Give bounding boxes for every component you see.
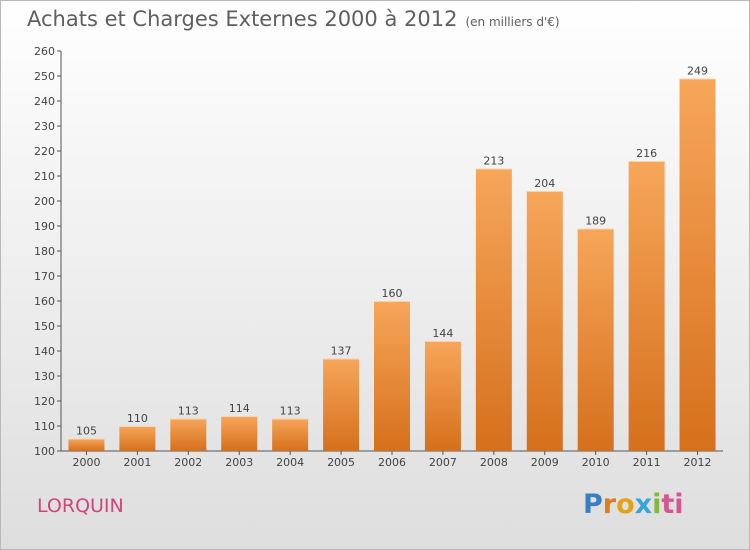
chart-subtitle: (en milliers d'€) [465, 15, 560, 29]
y-tick-label: 250 [34, 70, 55, 83]
logo-letter: r [602, 489, 617, 520]
bar [577, 228, 614, 451]
bar-value-label: 110 [127, 412, 148, 425]
y-tick-label: 190 [34, 220, 55, 233]
y-tick-label: 260 [34, 45, 55, 58]
x-tick-label: 2009 [531, 456, 559, 469]
y-tick-label: 110 [34, 420, 55, 433]
logo-letter: o [616, 489, 635, 520]
bar-value-label: 213 [483, 155, 504, 168]
chart-title-text: Achats et Charges Externes 2000 à 2012 [27, 7, 458, 31]
bar-value-label: 114 [229, 402, 250, 415]
x-tick-label: 2010 [582, 456, 610, 469]
bar-value-label: 144 [432, 327, 453, 340]
bar [424, 341, 461, 451]
bar [170, 418, 207, 451]
x-tick-label: 2003 [225, 456, 253, 469]
bar-value-label: 204 [534, 177, 555, 190]
y-tick-label: 130 [34, 370, 55, 383]
bar-value-label: 189 [585, 215, 606, 228]
bar [374, 301, 410, 451]
bar [119, 426, 156, 451]
x-tick-label: 2005 [327, 456, 355, 469]
bar-value-label: 216 [636, 147, 657, 160]
bar [323, 358, 360, 451]
bar-value-label: 113 [178, 405, 199, 418]
bar-value-label: 160 [382, 287, 403, 300]
x-tick-label: 2012 [684, 456, 712, 469]
logo-letter: i [652, 489, 662, 520]
bar [272, 418, 309, 451]
y-tick-label: 160 [34, 295, 55, 308]
chart-title: Achats et Charges Externes 2000 à 2012 (e… [27, 7, 560, 31]
y-tick-label: 170 [34, 270, 55, 283]
y-tick-label: 140 [34, 345, 55, 358]
y-tick-label: 230 [34, 120, 55, 133]
logo-letter: P [583, 489, 603, 520]
bar-value-label: 113 [280, 405, 301, 418]
y-tick-label: 200 [34, 195, 55, 208]
proxiti-logo: Proxiti [583, 489, 684, 520]
y-tick-label: 210 [34, 170, 55, 183]
commune-name: LORQUIN [37, 495, 124, 517]
x-tick-label: 2002 [174, 456, 202, 469]
x-tick-label: 2007 [429, 456, 457, 469]
y-tick-label: 100 [34, 445, 55, 458]
logo-letter: x [634, 489, 653, 520]
bar [68, 438, 105, 451]
x-tick-label: 2000 [72, 456, 100, 469]
y-tick-label: 220 [34, 145, 55, 158]
bar-value-label: 137 [331, 345, 352, 358]
logo-letter: ti [661, 489, 684, 520]
y-tick-label: 150 [34, 320, 55, 333]
bar [628, 161, 665, 451]
bar-value-label: 105 [76, 425, 97, 438]
x-tick-label: 2008 [480, 456, 508, 469]
y-tick-label: 180 [34, 245, 55, 258]
bar [526, 191, 563, 451]
x-tick-label: 2011 [633, 456, 661, 469]
bar [475, 168, 512, 451]
y-tick-label: 120 [34, 395, 55, 408]
x-tick-label: 2001 [123, 456, 151, 469]
bar [221, 416, 258, 451]
bar [679, 78, 716, 451]
x-tick-label: 2006 [378, 456, 406, 469]
bar-value-label: 249 [687, 65, 708, 78]
x-tick-label: 2004 [276, 456, 304, 469]
y-tick-label: 240 [34, 95, 55, 108]
